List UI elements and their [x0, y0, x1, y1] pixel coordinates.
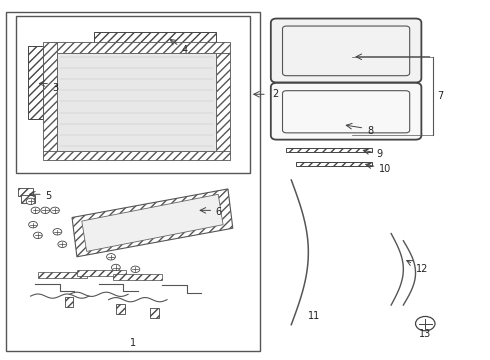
- Polygon shape: [296, 162, 372, 166]
- FancyBboxPatch shape: [271, 83, 421, 140]
- Circle shape: [50, 207, 59, 213]
- Polygon shape: [38, 272, 87, 278]
- Text: 1: 1: [130, 338, 136, 347]
- Text: 3: 3: [52, 83, 59, 93]
- Circle shape: [31, 207, 40, 213]
- Polygon shape: [57, 53, 216, 152]
- Polygon shape: [114, 274, 162, 280]
- Polygon shape: [65, 297, 74, 307]
- Polygon shape: [19, 188, 33, 196]
- Circle shape: [41, 207, 49, 213]
- Circle shape: [26, 198, 35, 204]
- Text: 8: 8: [368, 126, 374, 136]
- Polygon shape: [116, 304, 124, 314]
- Polygon shape: [50, 42, 230, 53]
- Circle shape: [33, 232, 42, 239]
- Polygon shape: [43, 42, 57, 153]
- Polygon shape: [72, 189, 233, 257]
- Polygon shape: [287, 148, 372, 152]
- Text: 2: 2: [272, 89, 278, 99]
- Polygon shape: [21, 195, 35, 203]
- Polygon shape: [43, 152, 230, 160]
- Circle shape: [112, 264, 120, 271]
- Circle shape: [107, 253, 116, 260]
- Text: 7: 7: [438, 91, 444, 101]
- Circle shape: [131, 266, 140, 273]
- Polygon shape: [150, 307, 159, 318]
- Polygon shape: [77, 270, 125, 276]
- FancyBboxPatch shape: [271, 18, 421, 82]
- Text: 11: 11: [308, 311, 320, 321]
- Text: 4: 4: [182, 45, 188, 55]
- Text: 9: 9: [376, 149, 383, 159]
- Circle shape: [416, 316, 435, 331]
- Circle shape: [58, 241, 67, 248]
- Text: 6: 6: [216, 207, 222, 217]
- Text: 13: 13: [419, 329, 431, 339]
- Polygon shape: [94, 32, 216, 44]
- Text: 12: 12: [416, 264, 428, 274]
- Circle shape: [53, 229, 62, 235]
- Text: 10: 10: [379, 163, 391, 174]
- Text: 5: 5: [45, 191, 51, 201]
- Polygon shape: [216, 53, 230, 153]
- Polygon shape: [28, 46, 43, 119]
- Polygon shape: [82, 194, 223, 251]
- Circle shape: [29, 221, 37, 228]
